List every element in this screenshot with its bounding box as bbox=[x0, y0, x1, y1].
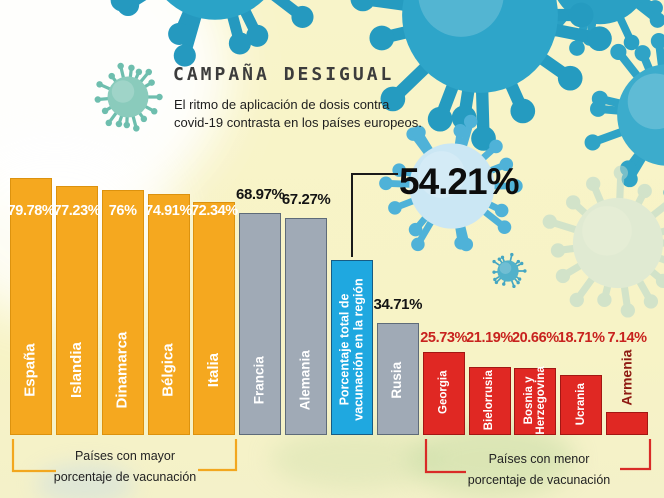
page-subtitle: El ritmo de aplicación de dosis contra c… bbox=[174, 96, 424, 133]
bar-b-lgica: Bélgica bbox=[147, 193, 190, 435]
bar-name-box: España bbox=[11, 310, 51, 430]
bar-name-label: Bosnia y Herzegovina bbox=[522, 366, 548, 435]
bar-italia: Italia bbox=[193, 201, 236, 435]
bar-name-box: Bosnia y Herzegovina bbox=[515, 367, 555, 435]
bar-name-box: Bielorrusia bbox=[470, 370, 510, 430]
bar-name-label: Alemania bbox=[297, 349, 313, 410]
bar-armenia: Armenia bbox=[606, 350, 649, 435]
high-group-caption-line1: Países con mayor bbox=[74, 449, 176, 463]
bar-name-box: Alemania bbox=[286, 330, 326, 430]
bar-georgia: Georgia bbox=[422, 352, 465, 435]
bar-value-label: 74.91% bbox=[145, 203, 192, 219]
bar-name-box: Bélgica bbox=[149, 310, 189, 430]
bar-name-label: Porcentaje total de vacunación en la reg… bbox=[337, 278, 365, 421]
high-group-caption-line2: porcentaje de vacunación bbox=[53, 469, 197, 484]
bar-value-label: 72.34% bbox=[191, 203, 238, 219]
bar-value-label: 25.73% bbox=[420, 330, 468, 347]
bar-name-label: Bélgica bbox=[159, 343, 177, 397]
bar-name-label: Dinamarca bbox=[113, 331, 131, 409]
bar-bielorrusia: Bielorrusia bbox=[468, 366, 511, 435]
bar-value-label: 18.71% bbox=[557, 330, 605, 347]
bar-name-label: España bbox=[21, 343, 39, 397]
bar-value-label: 34.71% bbox=[373, 296, 423, 314]
subtitle-line1: El ritmo de aplicación de dosis contra bbox=[174, 97, 390, 112]
bar-espa-a: España bbox=[10, 177, 52, 435]
bar-name-label: Italia bbox=[205, 352, 223, 388]
page-title: CAMPAÑA DESIGUAL bbox=[173, 64, 395, 85]
bar-name-box: Ucrania bbox=[561, 378, 601, 430]
bar-name-box: Porcentaje total de vacunación en la reg… bbox=[332, 269, 372, 430]
bar-value-label: 68.97% bbox=[236, 185, 285, 203]
bar-value-label: 77.23% bbox=[53, 203, 101, 219]
bar-francia: Francia bbox=[239, 212, 282, 435]
bar-name-label: Armenia bbox=[618, 349, 635, 406]
bar-ucrania: Ucrania bbox=[560, 374, 603, 435]
bar-rusia: Rusia bbox=[376, 323, 419, 435]
low-group-caption-line2: porcentaje de vacunación bbox=[467, 472, 611, 487]
low-group-caption-line1: Países con menor bbox=[488, 452, 590, 466]
bar-value-label: 79.78% bbox=[7, 203, 55, 219]
bar-name-label: Bielorrusia bbox=[483, 369, 496, 430]
bar-name-label: Georgia bbox=[437, 370, 450, 415]
bar-name-box: Dinamarca bbox=[103, 310, 143, 430]
bar-name-box: Italia bbox=[194, 310, 234, 430]
region-total-value: 54.21% bbox=[399, 161, 519, 202]
bar-name-label: Ucrania bbox=[574, 382, 587, 425]
bar-name-box: Islandia bbox=[57, 310, 97, 430]
bar-name-box: Francia bbox=[240, 330, 280, 430]
bar-value-label: 20.66% bbox=[511, 330, 559, 347]
low-group-caption: Países con menor porcentaje de vacunació… bbox=[433, 449, 645, 490]
subtitle-line2: covid-19 contrasta en los países europeo… bbox=[174, 115, 422, 131]
bar-value-label: 67.27% bbox=[281, 191, 331, 209]
bar-name-box: Armenia bbox=[607, 343, 647, 413]
bar-alemania: Alemania bbox=[285, 218, 328, 435]
bar-islandia: Islandia bbox=[55, 186, 98, 435]
bar-value-label: 21.19% bbox=[466, 330, 513, 347]
bar-name-label: Rusia bbox=[389, 361, 405, 399]
bar-bosnia-y: Bosnia y Herzegovina bbox=[514, 367, 557, 435]
bar-name-box: Georgia bbox=[424, 355, 464, 430]
high-group-caption: Países con mayor porcentaje de vacunació… bbox=[20, 446, 230, 487]
bar-value-label: 76% bbox=[108, 203, 137, 219]
bar-porcentaje-total-de: Porcentaje total de vacunación en la reg… bbox=[330, 260, 373, 435]
bar-value-label: 7.14% bbox=[607, 330, 647, 347]
bar-name-label: Francia bbox=[251, 355, 267, 404]
bar-dinamarca: Dinamarca bbox=[101, 190, 144, 435]
bar-name-label: Islandia bbox=[67, 342, 85, 398]
